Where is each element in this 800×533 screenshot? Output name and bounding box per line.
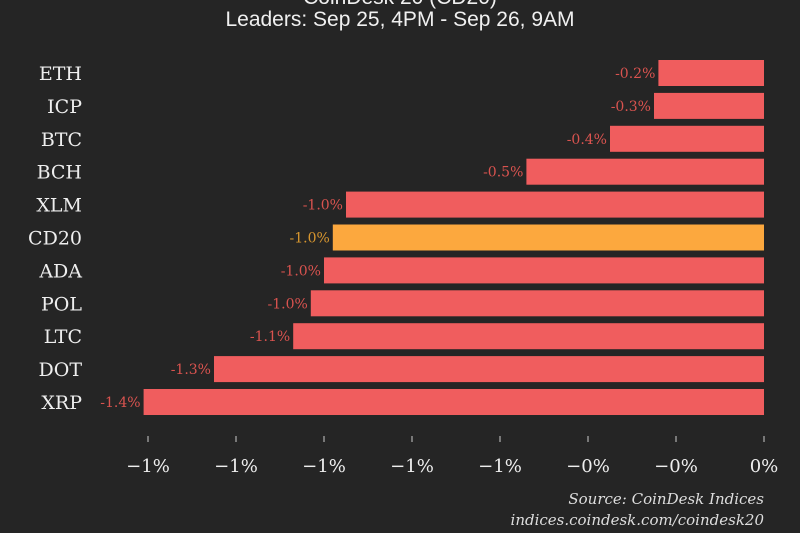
x-tick-label: −1%: [126, 456, 170, 477]
x-tick-label: 0%: [750, 456, 779, 477]
bar-ltc: [293, 323, 764, 350]
category-label: XRP: [41, 392, 82, 414]
x-tick-label: −1%: [390, 456, 434, 477]
bar-xlm: [346, 191, 764, 218]
bar-ada: [324, 257, 764, 284]
data-label: -0.3%: [611, 99, 651, 115]
data-label: -1.4%: [100, 395, 140, 411]
x-tick-label: −1%: [214, 456, 258, 477]
chart-subtitle: Leaders: Sep 25, 4PM - Sep 26, 9AM: [225, 8, 575, 31]
x-tick-label: −0%: [654, 456, 698, 477]
category-label: POL: [41, 293, 82, 315]
bar-btc: [610, 125, 764, 152]
category-label: XLM: [36, 195, 82, 217]
data-label: -1.0%: [303, 198, 343, 214]
bar-bch: [526, 158, 764, 185]
category-label: ETH: [39, 63, 82, 85]
source-label: Source: CoinDesk Indices: [568, 490, 764, 508]
data-label: -0.5%: [483, 165, 523, 181]
x-tick-label: −0%: [566, 456, 610, 477]
data-label: -1.0%: [289, 231, 329, 247]
category-label: BTC: [41, 129, 82, 151]
data-label: -0.2%: [615, 66, 655, 82]
data-label: -1.0%: [281, 263, 321, 279]
bar-xrp: [143, 389, 765, 415]
bar-cd20: [332, 224, 764, 251]
category-label: LTC: [44, 326, 82, 348]
data-label: -0.4%: [567, 132, 607, 148]
bar-dot: [214, 356, 764, 383]
x-tick-label: −1%: [478, 456, 522, 477]
data-label: -1.1%: [250, 329, 290, 345]
bar-eth: [658, 60, 764, 86]
data-label: -1.0%: [267, 296, 307, 312]
data-label: -1.3%: [171, 362, 211, 378]
category-label: DOT: [39, 359, 83, 381]
category-label: BCH: [37, 162, 82, 184]
category-label: CD20: [28, 228, 82, 250]
category-label: ICP: [47, 96, 82, 118]
x-tick-label: −1%: [302, 456, 346, 477]
bar-icp: [654, 92, 764, 119]
source-url: indices.coindesk.com/coindesk20: [510, 511, 764, 529]
chart-title: CoinDesk 20 (CD20): [0, 0, 800, 10]
category-label: ADA: [38, 260, 82, 282]
bar-pol: [310, 290, 764, 317]
